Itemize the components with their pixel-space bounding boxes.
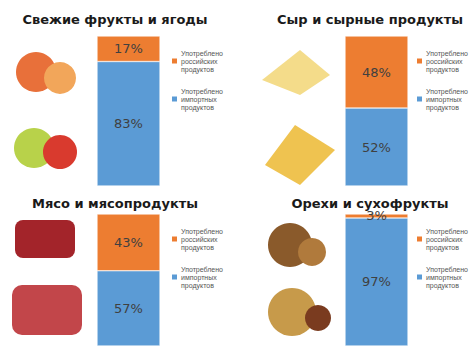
svg-text:3%: 3% — [366, 208, 387, 224]
svg-text:продуктов: продуктов — [181, 104, 214, 112]
svg-text:Употреблено: Употреблено — [181, 50, 223, 58]
svg-text:продуктов: продуктов — [181, 66, 214, 74]
svg-text:Употреблено: Употреблено — [426, 88, 468, 96]
svg-text:российских: российских — [181, 58, 218, 66]
svg-text:Сыр и сырные продукты: Сыр и сырные продукты — [277, 12, 463, 27]
svg-text:Употреблено: Употреблено — [181, 88, 223, 96]
svg-text:Мясо и мясопродукты: Мясо и мясопродукты — [32, 196, 198, 211]
svg-text:Орехи и сухофрукты: Орехи и сухофрукты — [291, 196, 448, 211]
svg-text:российских: российских — [426, 236, 463, 244]
svg-text:продуктов: продуктов — [426, 244, 459, 252]
svg-text:Употреблено: Употреблено — [426, 266, 468, 274]
svg-text:Употреблено: Употреблено — [181, 228, 223, 236]
svg-text:Употреблено: Употреблено — [426, 228, 468, 236]
svg-text:17%: 17% — [114, 41, 143, 56]
svg-text:57%: 57% — [114, 301, 143, 316]
svg-text:97%: 97% — [362, 274, 391, 289]
svg-text:продуктов: продуктов — [181, 244, 214, 252]
svg-text:продуктов: продуктов — [426, 66, 459, 74]
svg-text:импортных: импортных — [426, 274, 462, 282]
svg-text:48%: 48% — [362, 65, 391, 80]
svg-text:43%: 43% — [114, 235, 143, 250]
svg-text:52%: 52% — [362, 140, 391, 155]
svg-text:российских: российских — [426, 58, 463, 66]
svg-text:импортных: импортных — [181, 96, 217, 104]
svg-text:импортных: импортных — [426, 96, 462, 104]
svg-text:Употреблено: Употреблено — [181, 266, 223, 274]
svg-text:продуктов: продуктов — [181, 282, 214, 290]
svg-text:российских: российских — [181, 236, 218, 244]
svg-text:83%: 83% — [114, 116, 143, 131]
svg-text:продуктов: продуктов — [426, 104, 459, 112]
svg-text:импортных: импортных — [181, 274, 217, 282]
svg-text:Свежие фрукты и ягоды: Свежие фрукты и ягоды — [22, 12, 207, 27]
svg-text:продуктов: продуктов — [426, 282, 459, 290]
svg-text:Употреблено: Употреблено — [426, 50, 468, 58]
